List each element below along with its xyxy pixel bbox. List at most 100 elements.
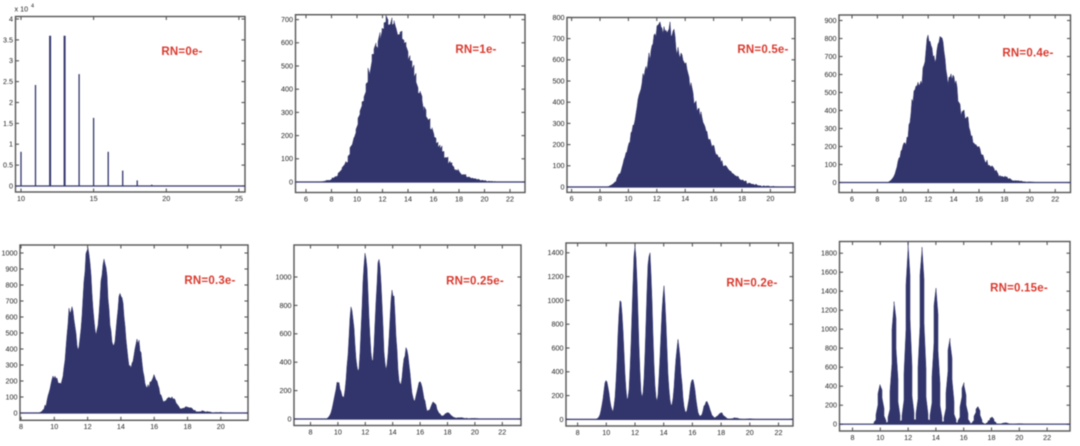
svg-text:RN=0.3e-: RN=0.3e- (184, 275, 235, 287)
svg-text:12: 12 (631, 428, 639, 437)
svg-text:12: 12 (361, 427, 369, 436)
svg-text:x 10: x 10 (15, 5, 29, 14)
svg-text:4: 4 (9, 14, 13, 23)
svg-text:1400: 1400 (548, 248, 564, 257)
svg-text:20: 20 (471, 427, 479, 436)
svg-text:400: 400 (553, 98, 565, 107)
svg-text:10: 10 (602, 428, 610, 437)
svg-text:600: 600 (281, 38, 293, 47)
svg-text:10: 10 (624, 194, 632, 203)
svg-text:14: 14 (117, 422, 125, 431)
svg-text:18: 18 (717, 428, 725, 437)
svg-text:400: 400 (552, 367, 564, 376)
svg-text:600: 600 (552, 343, 564, 352)
svg-text:200: 200 (281, 131, 293, 140)
svg-text:8: 8 (875, 194, 879, 203)
svg-text:14: 14 (660, 428, 668, 437)
svg-text:800: 800 (280, 301, 292, 310)
svg-text:800: 800 (825, 344, 837, 353)
svg-text:25: 25 (235, 194, 243, 203)
svg-text:22: 22 (506, 194, 514, 203)
svg-text:1000: 1000 (2, 248, 18, 257)
svg-text:10: 10 (17, 194, 25, 203)
svg-text:14: 14 (404, 194, 412, 203)
svg-text:200: 200 (6, 376, 18, 385)
svg-text:600: 600 (280, 329, 292, 338)
svg-text:900: 900 (6, 264, 18, 273)
svg-text:800: 800 (553, 13, 565, 22)
svg-text:RN=0.25e-: RN=0.25e- (446, 275, 504, 287)
svg-text:0: 0 (833, 178, 837, 187)
svg-text:14: 14 (932, 433, 940, 442)
svg-text:600: 600 (6, 312, 18, 321)
svg-text:100: 100 (281, 154, 293, 163)
svg-text:16: 16 (975, 194, 983, 203)
svg-text:12: 12 (84, 422, 92, 431)
svg-text:20: 20 (162, 194, 170, 203)
svg-text:2: 2 (9, 98, 13, 107)
svg-text:20: 20 (746, 428, 754, 437)
svg-text:8: 8 (19, 422, 23, 431)
svg-text:2.5: 2.5 (3, 77, 13, 86)
svg-text:8: 8 (851, 433, 855, 442)
svg-text:400: 400 (825, 382, 837, 391)
svg-text:700: 700 (825, 52, 837, 61)
svg-text:RN=1e-: RN=1e- (455, 44, 496, 56)
svg-text:12: 12 (379, 194, 387, 203)
svg-text:18: 18 (1000, 194, 1008, 203)
svg-text:1800: 1800 (821, 249, 837, 258)
svg-text:500: 500 (825, 88, 837, 97)
svg-text:10: 10 (50, 422, 58, 431)
svg-text:14: 14 (681, 194, 689, 203)
svg-text:200: 200 (825, 142, 837, 151)
svg-text:0: 0 (288, 414, 292, 423)
svg-text:400: 400 (825, 106, 837, 115)
svg-text:RN=0.5e-: RN=0.5e- (737, 44, 788, 56)
svg-text:200: 200 (825, 401, 837, 410)
svg-text:800: 800 (825, 34, 837, 43)
svg-text:500: 500 (281, 61, 293, 70)
svg-text:4: 4 (31, 4, 34, 10)
svg-text:20: 20 (766, 194, 774, 203)
svg-text:300: 300 (825, 124, 837, 133)
svg-text:200: 200 (552, 391, 564, 400)
svg-text:0.5: 0.5 (3, 161, 13, 170)
svg-text:10: 10 (353, 194, 361, 203)
svg-text:12: 12 (653, 194, 661, 203)
svg-text:8: 8 (598, 194, 602, 203)
svg-text:16: 16 (960, 433, 968, 442)
svg-text:800: 800 (6, 280, 18, 289)
svg-text:200: 200 (280, 386, 292, 395)
svg-text:16: 16 (688, 428, 696, 437)
svg-text:600: 600 (553, 55, 565, 64)
svg-text:1200: 1200 (821, 306, 837, 315)
svg-text:1000: 1000 (821, 325, 837, 334)
svg-text:600: 600 (825, 363, 837, 372)
svg-text:500: 500 (6, 328, 18, 337)
svg-text:10: 10 (876, 433, 884, 442)
svg-text:22: 22 (775, 428, 783, 437)
svg-text:1: 1 (9, 140, 13, 149)
svg-text:100: 100 (825, 160, 837, 169)
svg-text:1400: 1400 (821, 287, 837, 296)
svg-text:RN=0.2e-: RN=0.2e- (726, 278, 777, 290)
svg-text:20: 20 (1015, 433, 1023, 442)
svg-text:0: 0 (14, 408, 18, 417)
svg-text:22: 22 (1051, 194, 1059, 203)
svg-text:15: 15 (90, 194, 98, 203)
svg-text:200: 200 (553, 140, 565, 149)
svg-text:1.5: 1.5 (3, 119, 13, 128)
svg-text:8: 8 (330, 194, 334, 203)
svg-text:18: 18 (738, 194, 746, 203)
svg-text:12: 12 (924, 194, 932, 203)
svg-text:10: 10 (899, 194, 907, 203)
svg-text:8: 8 (309, 427, 313, 436)
svg-text:0: 0 (9, 181, 13, 190)
svg-text:RN=0.15e-: RN=0.15e- (990, 283, 1048, 295)
svg-text:100: 100 (553, 161, 565, 170)
svg-text:800: 800 (552, 320, 564, 329)
svg-text:400: 400 (281, 85, 293, 94)
svg-text:18: 18 (444, 427, 452, 436)
svg-text:0: 0 (833, 420, 837, 429)
svg-text:600: 600 (825, 70, 837, 79)
